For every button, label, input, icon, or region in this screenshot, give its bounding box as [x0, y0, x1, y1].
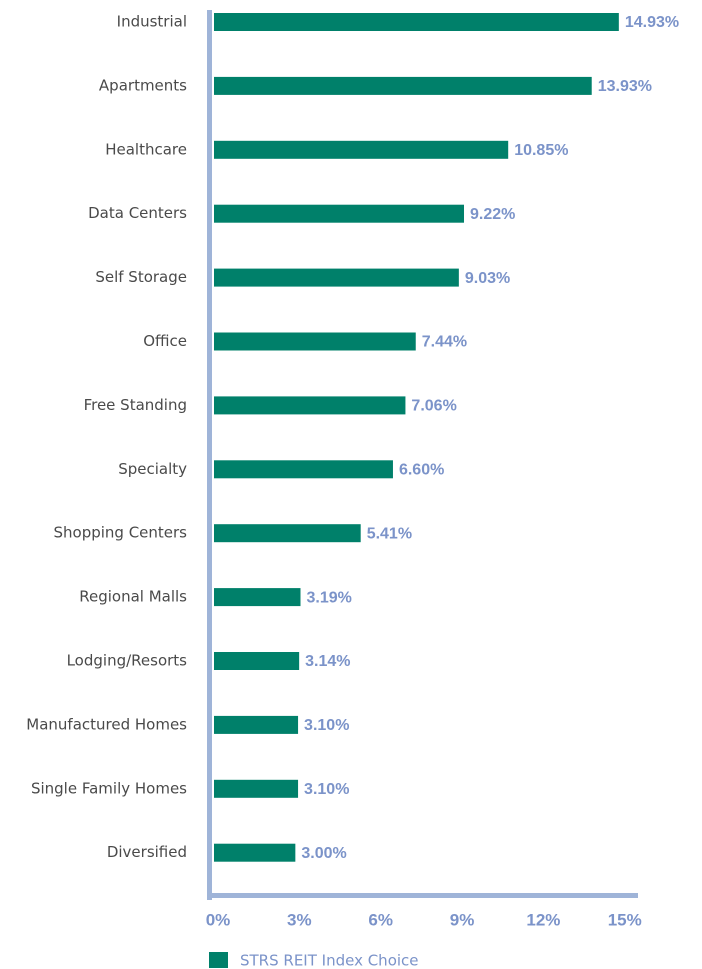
- y-tick-label: Free Standing: [84, 396, 187, 414]
- x-axis: [207, 893, 638, 898]
- value-label: 5.41%: [367, 525, 412, 542]
- value-label: 7.44%: [422, 334, 467, 351]
- value-label: 10.85%: [514, 142, 568, 159]
- y-tick-label: Shopping Centers: [53, 524, 187, 542]
- bar: [214, 779, 299, 798]
- y-tick-label: Single Family Homes: [31, 779, 187, 797]
- bar: [214, 524, 361, 543]
- y-tick-label: Regional Malls: [79, 588, 187, 606]
- legend-label: STRS REIT Index Choice: [240, 952, 419, 969]
- y-tick-label: Manufactured Homes: [26, 715, 187, 733]
- bar: [214, 715, 299, 734]
- value-label: 9.22%: [470, 206, 515, 223]
- value-label: 6.60%: [399, 462, 444, 479]
- x-tick-label: 15%: [608, 910, 642, 929]
- bar: [214, 204, 465, 223]
- x-tick-label: 6%: [368, 910, 393, 929]
- bar: [214, 460, 393, 479]
- y-tick-label: Specialty: [118, 460, 187, 478]
- value-label: 3.14%: [305, 653, 350, 670]
- value-label: 3.19%: [306, 589, 351, 606]
- legend-swatch: [209, 952, 228, 968]
- x-tick-label: 0%: [206, 910, 231, 929]
- y-axis: [207, 10, 212, 900]
- y-tick-label: Diversified: [107, 843, 187, 861]
- bar: [214, 76, 592, 95]
- y-tick-label: Apartments: [99, 76, 187, 94]
- x-tick-label: 12%: [526, 910, 560, 929]
- value-label: 13.93%: [598, 78, 652, 95]
- value-label: 3.10%: [304, 717, 349, 734]
- x-tick-label: 9%: [450, 910, 475, 929]
- y-tick-label: Lodging/Resorts: [67, 652, 188, 670]
- y-tick-label: Industrial: [117, 13, 187, 31]
- x-tick-label: 3%: [287, 910, 312, 929]
- value-label: 9.03%: [465, 270, 510, 287]
- bar: [214, 332, 416, 351]
- value-label: 7.06%: [411, 398, 456, 415]
- value-label: 3.00%: [301, 845, 346, 862]
- bar: [214, 396, 406, 415]
- value-label: 3.10%: [304, 781, 349, 798]
- bar: [214, 13, 619, 31]
- y-tick-label: Healthcare: [105, 140, 187, 158]
- bar: [214, 140, 509, 159]
- y-tick-label: Office: [143, 332, 187, 350]
- value-label: 14.93%: [625, 14, 679, 31]
- y-tick-label: Self Storage: [95, 268, 187, 286]
- y-tick-label: Data Centers: [88, 204, 187, 222]
- bar: [214, 268, 459, 287]
- bar: [214, 843, 296, 862]
- bar: [214, 652, 300, 670]
- bar: [214, 588, 301, 607]
